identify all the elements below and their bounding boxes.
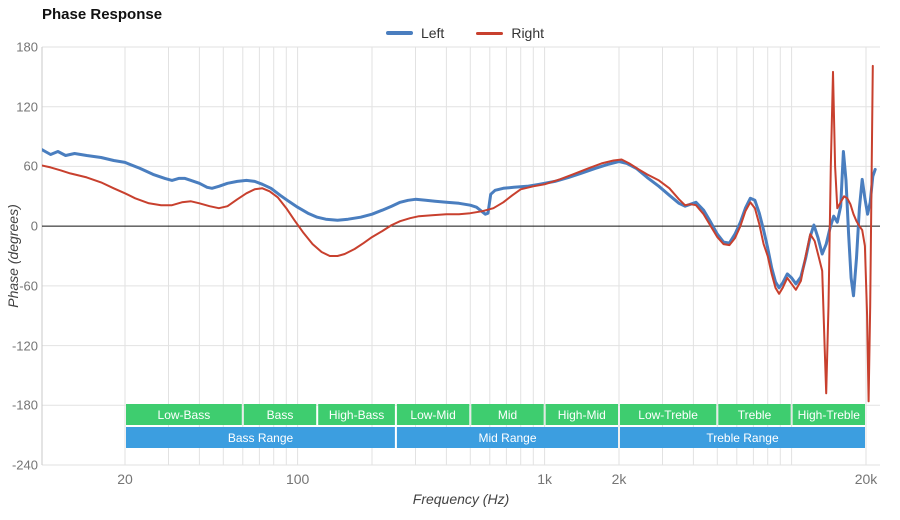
band-label: Treble Range bbox=[706, 431, 779, 445]
band-low-treble bbox=[620, 404, 717, 425]
band-mid bbox=[471, 404, 544, 425]
y-tick-label: 180 bbox=[16, 39, 38, 55]
band-treble bbox=[718, 404, 791, 425]
band-high-treble bbox=[792, 404, 865, 425]
x-tick-label: 100 bbox=[285, 471, 310, 487]
band-label: High-Mid bbox=[558, 408, 606, 422]
right-curve bbox=[42, 64, 874, 403]
y-tick-label: 120 bbox=[16, 99, 38, 115]
band-high-mid bbox=[545, 404, 618, 425]
band-label: Low-Mid bbox=[410, 408, 455, 422]
band-high-bass bbox=[318, 404, 395, 425]
y-tick-label: -240 bbox=[11, 457, 38, 473]
band-low-bass bbox=[126, 404, 242, 425]
band-label: Bass bbox=[267, 408, 294, 422]
band-label: Low-Treble bbox=[638, 408, 698, 422]
legend-item-right[interactable]: Right bbox=[476, 25, 544, 41]
chart-title: Phase Response bbox=[42, 6, 163, 23]
left-series-swatch bbox=[385, 31, 413, 35]
x-tick-label: 20k bbox=[854, 471, 878, 487]
x-tick-label: 1k bbox=[537, 471, 553, 487]
x-tick-label: 2k bbox=[611, 471, 627, 487]
band-low-mid bbox=[396, 404, 470, 425]
x-tick-label: 20 bbox=[117, 471, 133, 487]
band-label: Treble bbox=[738, 408, 772, 422]
band-label: Mid bbox=[498, 408, 517, 422]
band-bass-range bbox=[126, 427, 395, 448]
legend: Left Right bbox=[0, 25, 900, 41]
legend-label-right: Right bbox=[511, 25, 545, 41]
band-label: High-Bass bbox=[329, 408, 384, 422]
right-series-swatch bbox=[476, 31, 504, 35]
band-label: Bass Range bbox=[228, 431, 294, 445]
band-label: Mid Range bbox=[478, 431, 536, 445]
y-tick-label: -180 bbox=[11, 397, 38, 413]
band-label: Low-Bass bbox=[158, 408, 211, 422]
band-treble-range bbox=[620, 427, 865, 448]
band-mid-range bbox=[396, 427, 618, 448]
y-tick-label: 0 bbox=[30, 218, 38, 234]
left-curve bbox=[42, 148, 877, 298]
band-label: High-Treble bbox=[798, 408, 861, 422]
band-bass bbox=[243, 404, 317, 425]
legend-item-left[interactable]: Left bbox=[385, 25, 445, 41]
y-tick-label: 60 bbox=[23, 158, 38, 174]
x-axis-title: Frequency (Hz) bbox=[412, 491, 510, 507]
y-tick-label: -60 bbox=[19, 278, 38, 294]
legend-label-left: Left bbox=[420, 25, 445, 41]
y-tick-label: -120 bbox=[11, 338, 38, 354]
